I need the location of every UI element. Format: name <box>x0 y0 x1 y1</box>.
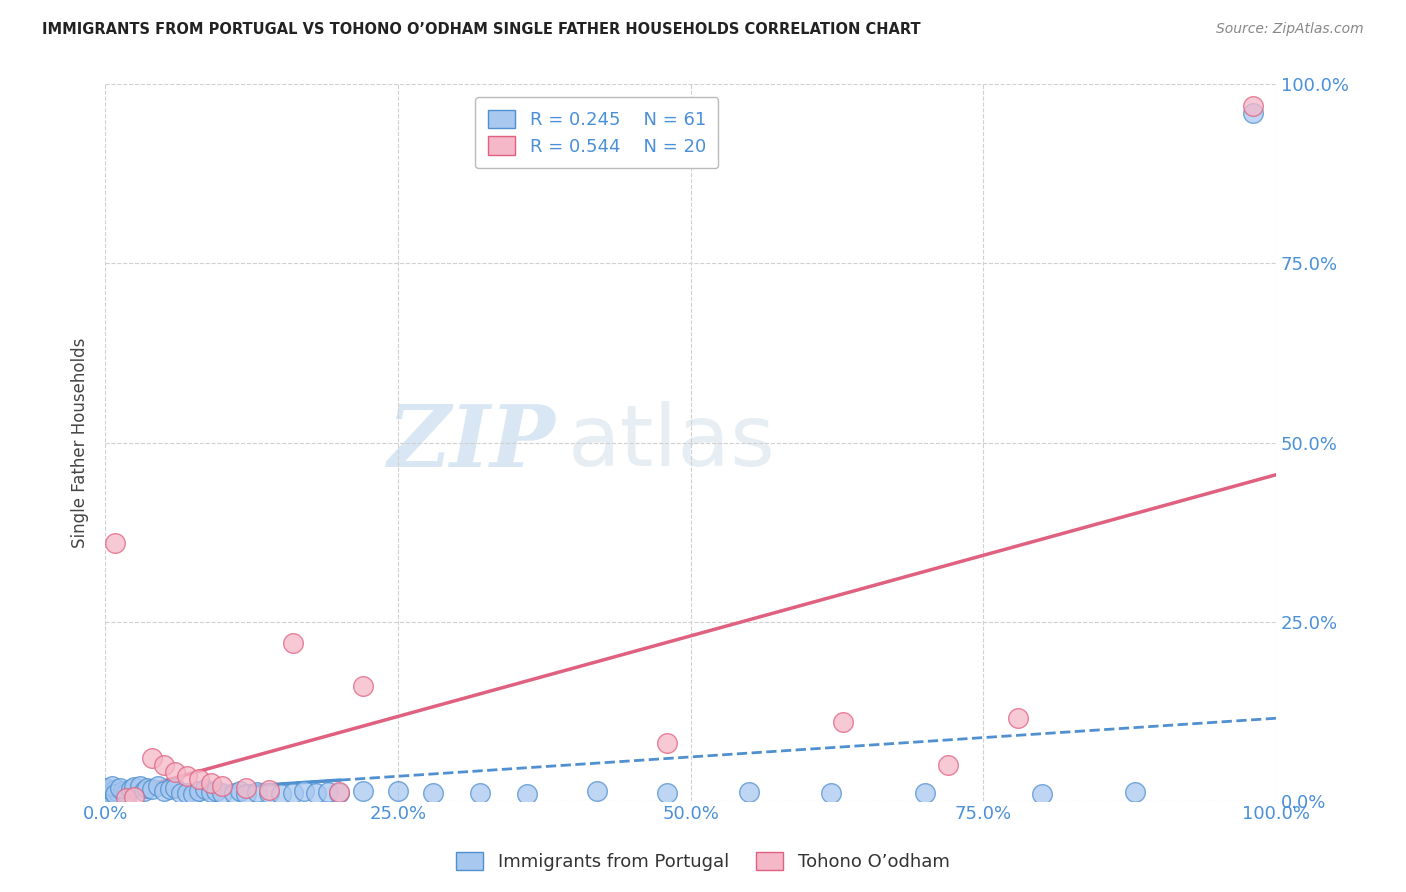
Point <box>103 787 125 801</box>
Point <box>229 783 252 797</box>
Point <box>115 786 138 800</box>
Point <box>96 783 118 797</box>
Point <box>586 784 609 798</box>
Point <box>1031 787 1053 801</box>
Point <box>111 783 134 797</box>
Point <box>107 785 129 799</box>
Point <box>657 736 679 750</box>
Point <box>936 757 959 772</box>
Point <box>468 786 491 800</box>
Point <box>352 784 374 798</box>
Point <box>352 679 374 693</box>
Point <box>96 785 118 799</box>
Point <box>257 786 280 800</box>
Point <box>152 783 174 797</box>
Point <box>222 786 245 800</box>
Text: IMMIGRANTS FROM PORTUGAL VS TOHONO O’ODHAM SINGLE FATHER HOUSEHOLDS CORRELATION : IMMIGRANTS FROM PORTUGAL VS TOHONO O’ODH… <box>42 22 921 37</box>
Point <box>129 779 152 793</box>
Point <box>141 782 163 797</box>
Point <box>257 783 280 797</box>
Point <box>738 785 761 799</box>
Point <box>97 787 120 801</box>
Point <box>132 783 155 797</box>
Point <box>146 779 169 793</box>
Point <box>103 786 125 800</box>
Point <box>187 772 209 786</box>
Point <box>104 782 127 797</box>
Point <box>110 780 132 795</box>
Point <box>103 783 125 797</box>
Point <box>194 782 217 797</box>
Point <box>101 779 124 793</box>
Point <box>176 768 198 782</box>
Point <box>235 787 257 801</box>
Point <box>281 636 304 650</box>
Point <box>914 786 936 800</box>
Point <box>136 780 159 795</box>
Point <box>657 786 679 800</box>
Point <box>115 791 138 805</box>
Point <box>96 788 118 802</box>
Point <box>281 786 304 800</box>
Point <box>152 757 174 772</box>
Point <box>187 784 209 798</box>
Point <box>124 780 146 794</box>
Point <box>246 785 269 799</box>
Point <box>1241 106 1264 120</box>
Point <box>422 787 444 801</box>
Point <box>820 787 842 801</box>
Point <box>1007 711 1029 725</box>
Point <box>141 750 163 764</box>
Point <box>97 789 120 804</box>
Point <box>1241 99 1264 113</box>
Point <box>181 787 204 801</box>
Point <box>1125 785 1147 799</box>
Point <box>200 785 222 799</box>
Point <box>100 787 122 801</box>
Legend: Immigrants from Portugal, Tohono O’odham: Immigrants from Portugal, Tohono O’odham <box>449 845 957 879</box>
Point <box>292 784 315 798</box>
Point <box>124 790 146 805</box>
Point <box>205 783 228 797</box>
Point <box>211 779 233 793</box>
Point <box>176 786 198 800</box>
Point <box>159 782 181 797</box>
Point <box>96 790 118 805</box>
Point <box>516 787 538 801</box>
Point <box>165 764 187 779</box>
Point <box>96 780 118 795</box>
Point <box>831 714 853 729</box>
Point <box>328 785 350 799</box>
Y-axis label: Single Father Households: Single Father Households <box>72 337 89 548</box>
Point <box>165 780 187 795</box>
Point <box>328 786 350 800</box>
Text: ZIP: ZIP <box>388 401 555 484</box>
Point <box>170 787 193 801</box>
Point <box>98 784 121 798</box>
Point <box>120 782 142 797</box>
Point <box>270 787 292 801</box>
Point <box>235 780 257 795</box>
Text: atlas: atlas <box>568 401 776 484</box>
Point <box>200 775 222 789</box>
Text: Source: ZipAtlas.com: Source: ZipAtlas.com <box>1216 22 1364 37</box>
Point <box>211 787 233 801</box>
Point <box>316 785 339 799</box>
Point <box>96 791 118 805</box>
Point <box>103 536 125 550</box>
Legend: R = 0.245    N = 61, R = 0.544    N = 20: R = 0.245 N = 61, R = 0.544 N = 20 <box>475 97 718 169</box>
Point <box>387 783 409 797</box>
Point <box>305 787 328 801</box>
